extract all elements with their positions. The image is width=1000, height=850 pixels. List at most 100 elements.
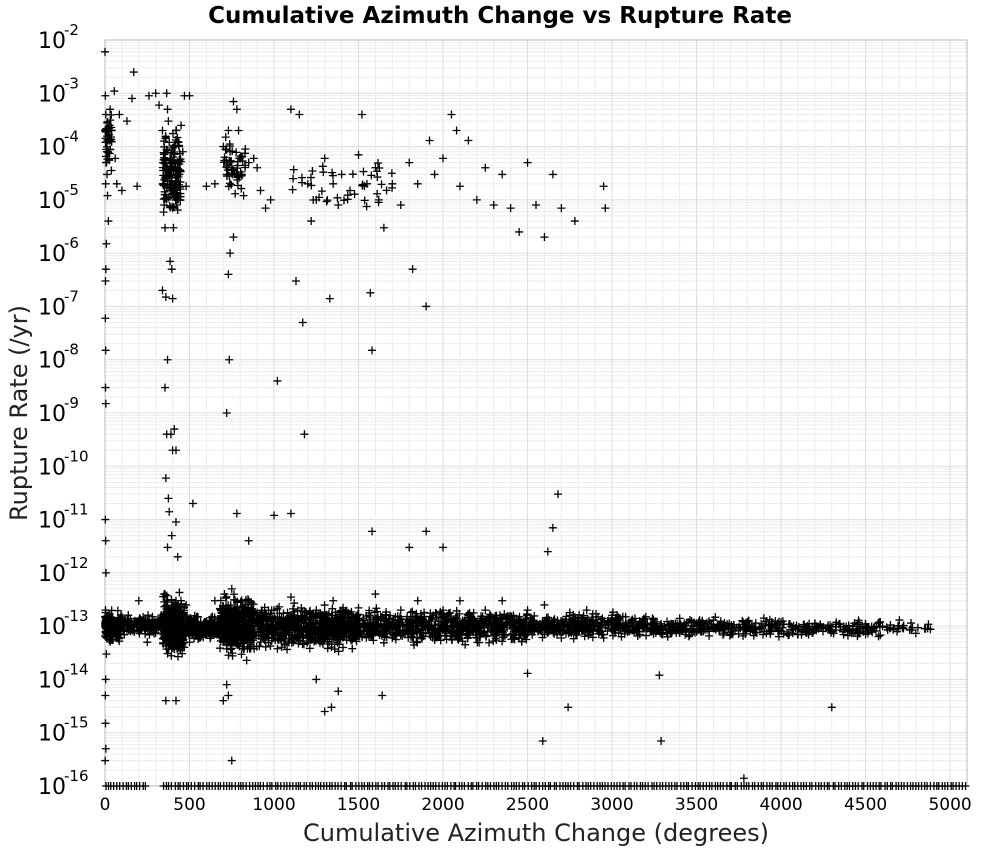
- y-tick-exponent: -11: [64, 501, 89, 519]
- data-point: [170, 635, 179, 644]
- chart-title: Cumulative Azimuth Change vs Rupture Rat…: [208, 3, 792, 29]
- data-point: [101, 179, 110, 188]
- data-point: [239, 191, 248, 200]
- data-point: [405, 158, 414, 167]
- data-point: [506, 204, 515, 213]
- data-point: [178, 612, 187, 621]
- data-point: [161, 383, 170, 392]
- data-point: [270, 511, 279, 520]
- data-point: [248, 600, 257, 609]
- data-point: [173, 552, 182, 561]
- data-point: [378, 691, 387, 700]
- data-point: [242, 595, 251, 604]
- data-point: [228, 609, 237, 618]
- data-point: [169, 223, 178, 232]
- data-point: [226, 604, 235, 613]
- y-tick-base: 10: [38, 82, 66, 107]
- data-point: [106, 105, 115, 114]
- data-point: [515, 227, 524, 236]
- data-point: [739, 774, 748, 783]
- data-point: [371, 590, 380, 599]
- data-point: [553, 490, 562, 499]
- data-point: [122, 117, 131, 126]
- data-point: [173, 652, 182, 661]
- data-point: [223, 623, 232, 632]
- data-point: [231, 189, 240, 198]
- data-point: [557, 204, 566, 213]
- data-point: [408, 265, 417, 274]
- data-point: [175, 588, 184, 597]
- data-point: [164, 494, 173, 503]
- data-point: [158, 286, 167, 295]
- data-point: [216, 606, 225, 615]
- data-point: [103, 170, 112, 179]
- data-point: [334, 687, 343, 696]
- y-tick-base: 10: [38, 242, 66, 267]
- y-tick-base: 10: [38, 455, 66, 480]
- y-tick-base: 10: [38, 775, 66, 800]
- data-point: [225, 355, 234, 364]
- data-point: [256, 186, 265, 195]
- data-point: [601, 204, 610, 213]
- data-point: [548, 170, 557, 179]
- data-point: [226, 645, 235, 654]
- data-point: [164, 644, 173, 653]
- y-axis-label: Rupture Rate (/yr): [5, 305, 33, 521]
- data-point: [101, 719, 110, 728]
- data-point: [177, 599, 186, 608]
- data-point: [413, 596, 422, 605]
- data-point: [201, 623, 210, 632]
- data-point: [227, 584, 236, 593]
- y-tick-base: 10: [38, 189, 66, 214]
- data-point: [124, 611, 133, 620]
- data-point: [337, 170, 346, 179]
- data-point: [266, 641, 275, 650]
- data-point: [117, 186, 126, 195]
- data-point: [151, 625, 160, 634]
- data-point: [161, 474, 170, 483]
- data-point: [102, 650, 111, 659]
- data-point: [599, 182, 608, 191]
- data-point: [298, 318, 307, 327]
- data-point: [167, 531, 176, 540]
- data-point: [139, 619, 148, 628]
- y-tick-exponent: -7: [64, 287, 79, 305]
- data-point: [224, 651, 233, 660]
- data-point: [234, 126, 243, 135]
- data-point: [158, 634, 167, 643]
- data-point: [129, 68, 138, 77]
- data-point: [171, 696, 180, 705]
- data-point: [167, 265, 176, 274]
- y-tick-exponent: -2: [64, 21, 79, 39]
- data-point: [202, 182, 211, 191]
- data-point: [133, 182, 142, 191]
- data-point: [151, 89, 160, 98]
- data-point: [162, 89, 171, 98]
- data-point: [425, 136, 434, 145]
- data-point: [291, 277, 300, 286]
- data-point: [153, 617, 162, 626]
- data-point: [452, 126, 461, 135]
- data-point: [523, 158, 532, 167]
- data-point: [481, 163, 490, 172]
- data-point: [210, 179, 219, 188]
- data-point: [295, 110, 304, 119]
- y-tick-exponent: -8: [64, 341, 79, 359]
- data-point: [327, 703, 336, 712]
- data-point: [224, 126, 233, 135]
- data-point: [329, 179, 338, 188]
- data-point: [564, 703, 573, 712]
- data-point: [158, 614, 167, 623]
- data-point: [368, 346, 377, 355]
- data-point: [227, 756, 236, 765]
- data-point: [325, 294, 334, 303]
- data-point: [128, 626, 137, 635]
- data-point: [138, 620, 147, 629]
- data-point: [161, 223, 170, 232]
- data-point: [439, 543, 448, 552]
- data-point: [101, 383, 110, 392]
- data-point: [422, 302, 431, 311]
- data-point: [104, 622, 113, 631]
- data-point: [273, 604, 282, 613]
- data-point: [117, 611, 126, 620]
